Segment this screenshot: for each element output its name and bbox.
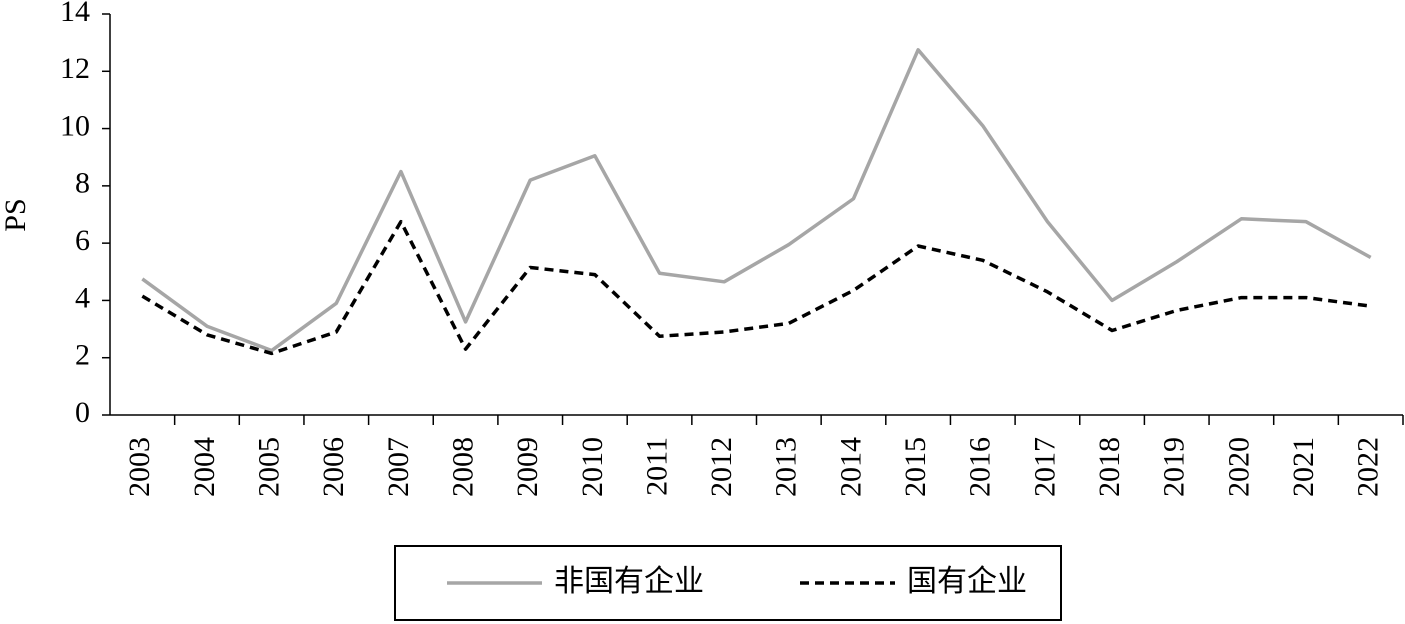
x-tick-label: 2006 — [317, 437, 350, 497]
x-tick-label: 2017 — [1028, 437, 1061, 497]
x-tick-label: 2021 — [1287, 437, 1320, 497]
y-tick-label: 0 — [75, 396, 90, 429]
y-tick-label: 8 — [75, 167, 90, 200]
x-tick-label: 2013 — [770, 437, 803, 497]
x-tick-label: 2009 — [511, 437, 544, 497]
series-line — [141, 48, 1372, 353]
x-tick-label: 2020 — [1222, 437, 1255, 497]
y-tick-label: 4 — [75, 281, 90, 314]
legend-box — [394, 545, 1062, 621]
x-tick-label: 2015 — [899, 437, 932, 497]
x-tick-label: 2018 — [1093, 437, 1126, 497]
x-tick-label: 2004 — [188, 437, 221, 497]
y-tick-label: 12 — [60, 52, 90, 85]
y-tick-label: 14 — [60, 0, 90, 28]
x-tick-label: 2007 — [382, 437, 415, 497]
x-tick-label: 2022 — [1352, 437, 1385, 497]
x-tick-label: 2008 — [446, 437, 479, 497]
series-line — [141, 219, 1371, 356]
x-tick-label: 2012 — [705, 437, 738, 497]
x-tick-label: 2005 — [253, 437, 286, 497]
x-tick-label: 2016 — [964, 437, 997, 497]
x-tick-label: 2011 — [640, 437, 673, 496]
y-tick-label: 2 — [75, 339, 90, 372]
x-tick-label: 2019 — [1158, 437, 1191, 497]
legend-label: 非国有企业 — [554, 565, 704, 598]
y-tick-label: 6 — [75, 224, 90, 257]
x-tick-label: 2010 — [576, 437, 609, 497]
y-tick-label: 10 — [60, 109, 90, 142]
y-axis-title: PS — [0, 198, 32, 231]
legend-label: 国有企业 — [907, 565, 1027, 598]
x-tick-label: 2003 — [123, 437, 156, 497]
x-tick-label: 2014 — [834, 437, 867, 497]
